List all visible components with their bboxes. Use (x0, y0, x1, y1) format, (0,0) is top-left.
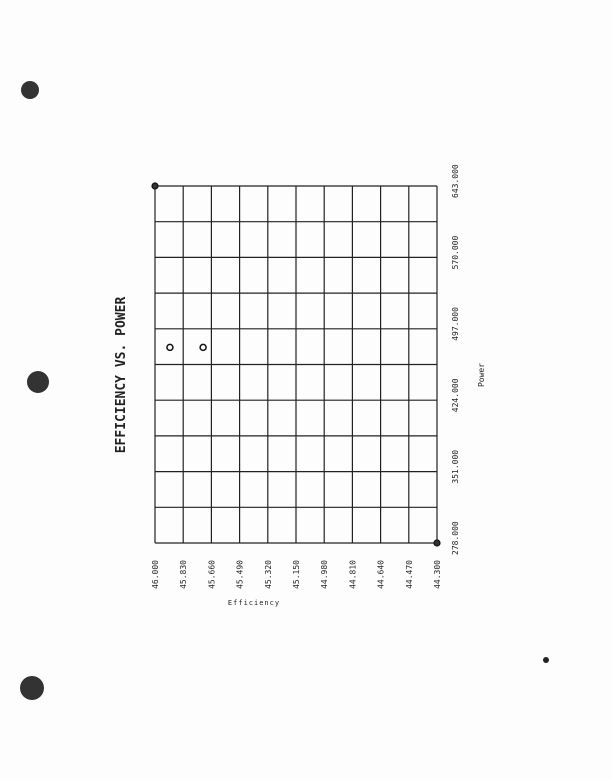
x-axis-label: Power (477, 363, 486, 387)
data-point (199, 343, 207, 352)
y-tick-label: 44.300 (433, 560, 442, 589)
x-tick-label: 497.000 (451, 307, 460, 341)
y-tick-label: 45.830 (179, 560, 188, 589)
punch-hole-bottom (20, 676, 44, 700)
corner-marker (433, 539, 441, 547)
x-tick-label: 570.000 (451, 236, 460, 270)
y-tick-label: 44.640 (377, 560, 386, 589)
y-tick-label: 45.490 (236, 560, 245, 589)
y-tick-label: 45.660 (207, 560, 216, 589)
speck (543, 657, 549, 663)
data-points (151, 182, 441, 547)
corner-marker (151, 182, 159, 190)
y-tick-label: 44.810 (348, 560, 357, 589)
y-tick-label: 44.980 (320, 560, 329, 589)
punch-hole-top (21, 81, 39, 99)
x-tick-label: 424.000 (451, 378, 460, 412)
y-axis-label: Efficiency (228, 599, 280, 607)
tick-labels: 46.000 45.830 45.660 45.490 45.320 45.150 44.9… (151, 164, 460, 589)
scan-artifacts (20, 81, 549, 700)
y-tick-label: 45.150 (292, 560, 301, 589)
y-tick-label: 45.320 (264, 560, 273, 589)
punch-hole-middle (27, 371, 49, 393)
grid (154, 185, 438, 544)
x-tick-label: 351.000 (451, 450, 460, 484)
chart-title: EFFICIENCY VS. POWER (114, 297, 129, 454)
y-tick-label: 44.470 (405, 560, 414, 589)
data-point (166, 343, 174, 352)
y-tick-label: 46.000 (151, 560, 160, 589)
x-tick-label: 643.000 (451, 164, 460, 198)
x-tick-label: 278.000 (451, 521, 460, 555)
